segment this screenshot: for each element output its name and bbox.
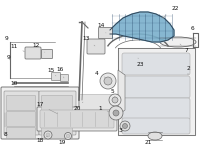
- FancyBboxPatch shape: [87, 39, 105, 54]
- Text: 10: 10: [10, 81, 18, 86]
- Text: 8: 8: [3, 113, 7, 137]
- Text: 14: 14: [97, 22, 106, 33]
- Text: 15: 15: [47, 67, 56, 76]
- Text: 13: 13: [82, 35, 95, 46]
- Text: 19: 19: [58, 139, 66, 145]
- FancyBboxPatch shape: [122, 76, 190, 98]
- FancyBboxPatch shape: [7, 127, 36, 138]
- FancyBboxPatch shape: [7, 112, 36, 127]
- Ellipse shape: [148, 132, 162, 140]
- Polygon shape: [118, 48, 195, 135]
- Circle shape: [112, 97, 118, 103]
- Text: 16: 16: [56, 66, 64, 78]
- Circle shape: [46, 133, 50, 137]
- FancyBboxPatch shape: [40, 110, 114, 128]
- Text: 9: 9: [4, 35, 8, 41]
- Circle shape: [113, 110, 119, 116]
- Ellipse shape: [160, 37, 196, 47]
- Text: 21: 21: [144, 140, 155, 145]
- Circle shape: [64, 132, 72, 140]
- Polygon shape: [118, 70, 125, 115]
- Text: 3: 3: [118, 127, 124, 132]
- FancyBboxPatch shape: [25, 47, 41, 59]
- Circle shape: [122, 123, 128, 128]
- FancyBboxPatch shape: [42, 96, 73, 111]
- Circle shape: [109, 106, 123, 120]
- Text: 18: 18: [36, 136, 48, 142]
- Text: 11: 11: [10, 44, 25, 52]
- FancyBboxPatch shape: [80, 95, 119, 110]
- Polygon shape: [110, 12, 174, 42]
- FancyBboxPatch shape: [99, 27, 113, 39]
- FancyBboxPatch shape: [7, 96, 36, 111]
- FancyBboxPatch shape: [42, 112, 73, 127]
- FancyBboxPatch shape: [37, 107, 117, 131]
- FancyBboxPatch shape: [122, 98, 190, 120]
- FancyBboxPatch shape: [1, 87, 79, 139]
- Text: 6: 6: [190, 25, 194, 36]
- FancyBboxPatch shape: [61, 75, 69, 81]
- Text: 4: 4: [95, 71, 106, 78]
- Text: 2: 2: [186, 66, 190, 75]
- Circle shape: [109, 94, 121, 106]
- Circle shape: [44, 131, 52, 139]
- Text: 12: 12: [32, 42, 45, 52]
- FancyBboxPatch shape: [39, 91, 76, 135]
- Circle shape: [66, 134, 70, 138]
- Text: 5: 5: [110, 88, 115, 97]
- Text: 20: 20: [73, 102, 83, 111]
- Text: 23: 23: [136, 58, 144, 66]
- Text: 22: 22: [162, 5, 179, 18]
- Text: 1: 1: [98, 106, 109, 112]
- Text: 9: 9: [6, 55, 10, 60]
- Text: 7: 7: [180, 44, 188, 52]
- FancyBboxPatch shape: [52, 72, 61, 81]
- Circle shape: [120, 121, 130, 131]
- Text: 17: 17: [36, 102, 58, 114]
- FancyBboxPatch shape: [4, 91, 39, 135]
- FancyBboxPatch shape: [42, 50, 53, 59]
- Circle shape: [104, 77, 112, 85]
- Circle shape: [100, 73, 116, 89]
- FancyBboxPatch shape: [122, 118, 190, 134]
- FancyBboxPatch shape: [42, 127, 73, 138]
- FancyBboxPatch shape: [122, 53, 190, 75]
